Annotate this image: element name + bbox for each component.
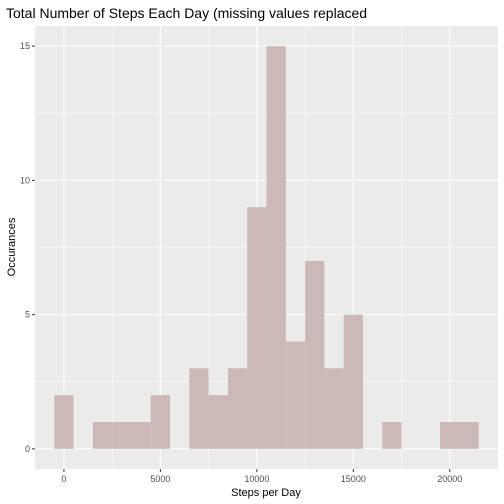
y-tick-label: 10 — [20, 175, 30, 185]
histogram-bar — [208, 395, 228, 449]
histogram-bar — [266, 46, 286, 449]
histogram-bar — [382, 422, 402, 449]
y-axis-title: Occurances — [6, 217, 18, 276]
y-tick-label: 5 — [25, 310, 30, 320]
y-axis-ticks: 0 5 10 15 — [20, 41, 35, 454]
histogram-bar — [54, 395, 74, 449]
x-tick-label: 10000 — [244, 474, 269, 484]
chart-title: Total Number of Steps Each Day (missing … — [6, 5, 367, 21]
histogram-bar — [285, 341, 306, 449]
histogram-bar — [150, 395, 171, 449]
histogram-bar — [440, 422, 460, 449]
y-tick-label: 15 — [20, 41, 30, 51]
x-tick-label: 0 — [61, 474, 66, 484]
histogram-bar — [247, 207, 267, 449]
x-tick-label: 20000 — [437, 474, 462, 484]
x-axis-ticks: 0 5000 10000 15000 20000 — [61, 469, 462, 484]
y-tick-label: 0 — [25, 444, 30, 454]
x-tick-label: 15000 — [341, 474, 366, 484]
histogram-bar — [305, 260, 325, 449]
x-axis-title: Steps per Day — [231, 487, 301, 499]
histogram-bars — [54, 46, 479, 449]
x-tick-label: 5000 — [150, 474, 170, 484]
histogram-bar — [92, 422, 113, 449]
histogram-bar — [189, 368, 209, 449]
histogram-bar — [324, 368, 344, 449]
histogram-bar — [343, 314, 363, 449]
histogram-bar — [459, 422, 479, 449]
histogram-bar — [227, 368, 248, 449]
histogram-bar — [131, 422, 151, 449]
histogram-bar — [112, 422, 132, 449]
